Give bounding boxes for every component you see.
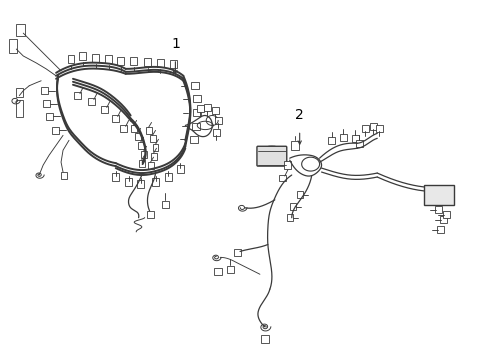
Bar xyxy=(112,115,119,122)
Bar xyxy=(9,39,17,53)
Bar xyxy=(261,335,269,343)
Bar xyxy=(46,113,52,120)
Bar xyxy=(61,172,67,179)
Bar xyxy=(146,127,151,134)
Bar xyxy=(130,57,137,65)
Bar xyxy=(141,151,147,158)
Bar xyxy=(138,142,144,149)
Bar xyxy=(297,192,303,198)
Bar xyxy=(424,185,454,205)
Bar xyxy=(191,82,199,89)
Bar xyxy=(147,211,154,218)
Bar xyxy=(197,105,204,112)
FancyBboxPatch shape xyxy=(257,146,287,166)
Bar xyxy=(215,117,221,124)
Bar xyxy=(177,165,184,173)
Bar xyxy=(376,125,383,132)
Bar xyxy=(443,211,450,218)
Bar xyxy=(436,206,442,213)
Bar xyxy=(41,87,48,94)
Bar xyxy=(213,129,220,136)
Bar xyxy=(212,107,219,114)
Bar xyxy=(139,159,145,167)
Bar xyxy=(88,98,96,105)
Bar xyxy=(193,109,201,116)
Bar xyxy=(152,178,159,186)
Bar xyxy=(214,268,222,275)
Bar xyxy=(170,60,177,68)
Bar xyxy=(362,125,369,132)
Bar xyxy=(144,58,151,66)
Bar xyxy=(131,125,137,132)
Bar xyxy=(370,123,377,130)
Bar xyxy=(152,144,158,151)
Bar xyxy=(51,127,59,134)
Bar xyxy=(137,180,144,188)
Text: 2: 2 xyxy=(295,108,304,122)
Bar xyxy=(284,161,291,169)
Bar xyxy=(68,55,74,63)
Bar xyxy=(16,100,23,117)
Bar xyxy=(287,214,293,221)
Bar xyxy=(93,54,99,62)
Bar xyxy=(190,136,198,143)
Bar xyxy=(120,125,127,132)
Bar xyxy=(193,95,201,102)
Bar xyxy=(226,266,234,273)
Bar xyxy=(16,24,25,36)
Bar xyxy=(79,52,86,60)
Bar xyxy=(204,104,211,111)
Bar xyxy=(291,141,299,150)
Bar xyxy=(356,140,363,147)
Bar xyxy=(441,216,447,223)
Bar xyxy=(157,59,164,67)
Bar xyxy=(117,57,124,65)
Bar xyxy=(328,137,335,144)
Bar xyxy=(352,135,359,142)
Bar xyxy=(147,162,153,168)
Bar xyxy=(16,88,23,97)
Text: 1: 1 xyxy=(171,37,180,51)
Bar xyxy=(125,178,132,186)
Bar xyxy=(105,55,112,63)
Bar xyxy=(74,92,81,99)
Bar xyxy=(43,100,49,107)
Bar xyxy=(135,133,141,140)
Bar xyxy=(340,134,347,141)
Bar xyxy=(234,249,241,256)
Bar xyxy=(165,173,172,181)
Bar xyxy=(192,123,200,130)
Bar xyxy=(290,203,295,210)
Ellipse shape xyxy=(258,146,286,164)
Bar xyxy=(150,153,156,159)
Bar xyxy=(438,226,444,233)
Bar xyxy=(162,201,169,208)
Bar xyxy=(112,173,119,181)
Bar xyxy=(101,106,108,113)
Bar xyxy=(279,175,286,181)
Bar xyxy=(149,135,155,142)
